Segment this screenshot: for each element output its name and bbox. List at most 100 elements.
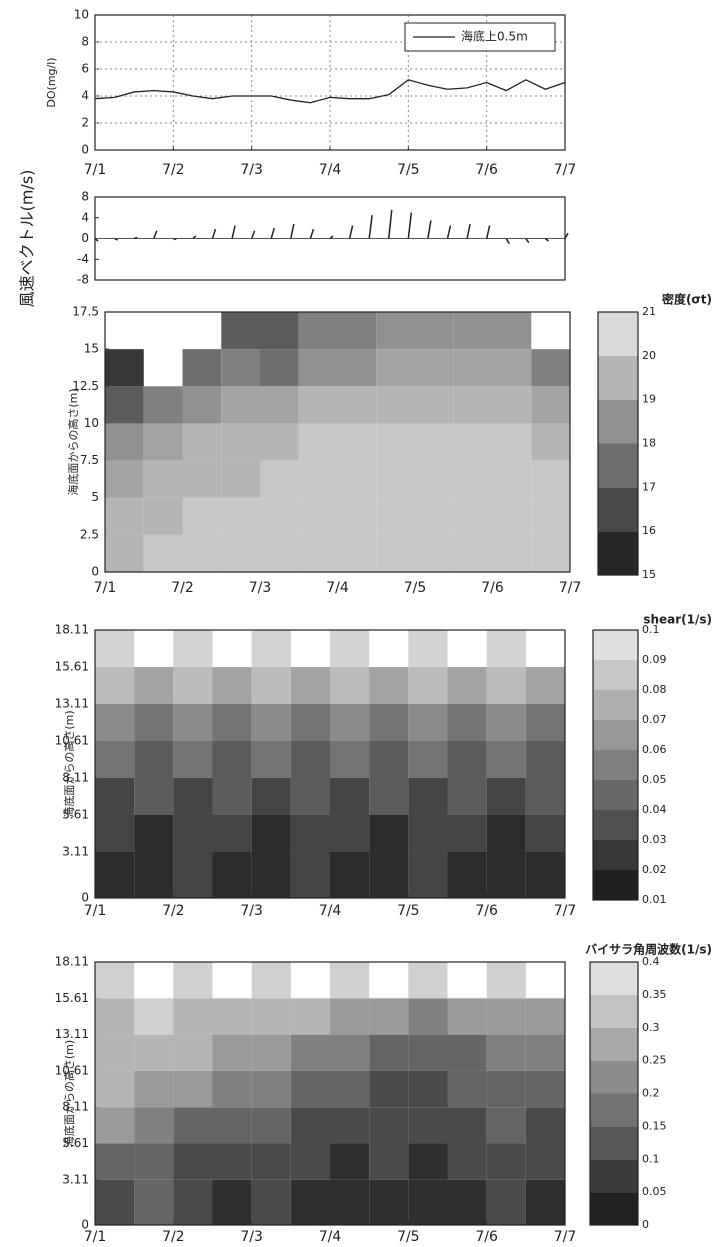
colorbar-tick-label: 0.15 — [642, 1119, 667, 1132]
heat-cell — [486, 740, 526, 778]
heat-cell — [330, 777, 370, 815]
heat-cell — [298, 460, 338, 498]
colorbar-tick-label: 0.3 — [642, 1021, 660, 1034]
heat-cell — [453, 460, 493, 498]
heat-cell — [221, 534, 260, 572]
heat-cell — [337, 534, 377, 572]
data-line — [94, 79, 566, 104]
heat-cell — [173, 1070, 213, 1108]
heat-cell — [134, 814, 174, 852]
x-tick-label: 7/4 — [319, 162, 342, 178]
colorbar-frame — [589, 961, 639, 1226]
y-tick-label: 2.5 — [80, 527, 99, 541]
colorbar-tick-label: 16 — [642, 524, 656, 537]
y-tick-label: 0 — [91, 565, 99, 579]
y-tick-label: 15.61 — [55, 659, 89, 673]
heat-cell — [212, 777, 252, 815]
colorbar-segment — [593, 750, 638, 780]
heat-cell — [369, 703, 409, 741]
wind-vector — [368, 215, 373, 239]
x-tick-label: 7/5 — [397, 1229, 420, 1245]
heat-cell — [408, 1034, 448, 1071]
heat-cell — [251, 962, 291, 999]
heat-cell — [212, 666, 252, 704]
heat-cell — [173, 777, 213, 815]
heat-cell — [212, 740, 252, 778]
heat-cell — [182, 460, 222, 498]
heat-cell — [486, 703, 526, 741]
y-tick-label: 12.5 — [72, 379, 99, 393]
heat-cell — [447, 1179, 487, 1225]
heat-cell — [251, 630, 291, 667]
colorbar-segment — [598, 487, 638, 532]
heat-cell — [531, 534, 570, 572]
heat-cell — [492, 460, 532, 498]
heat-cell — [415, 386, 454, 424]
x-tick-label: 7/4 — [326, 580, 349, 596]
heat-cell — [173, 1179, 213, 1225]
heat-cell — [408, 740, 448, 778]
heat-cell — [447, 1070, 487, 1108]
legend-label: 海底上0.5m — [461, 29, 528, 44]
colorbar-tick-label: 0.07 — [642, 713, 667, 726]
heat-cell — [525, 814, 565, 852]
heat-cell — [408, 1070, 448, 1108]
heat-cell — [486, 1143, 526, 1180]
heat-cell — [298, 349, 338, 387]
heat-cell — [260, 312, 299, 350]
heat-cell — [415, 312, 454, 350]
y-tick-label: 13.11 — [55, 696, 89, 710]
heat-cell — [260, 460, 299, 498]
heat-cell — [330, 630, 370, 667]
heat-cell — [251, 814, 291, 852]
heat-cell — [182, 423, 222, 461]
heat-cell — [525, 1107, 565, 1144]
y-tick-label: 10.61 — [55, 1063, 89, 1077]
colorbar-segment — [593, 870, 638, 900]
heat-cell — [330, 1070, 370, 1108]
heat-cell — [408, 962, 448, 999]
heat-cell — [453, 534, 493, 572]
heat-cell — [330, 740, 370, 778]
heat-cell — [212, 1070, 252, 1108]
heat-cell — [447, 998, 487, 1035]
heat-cell — [251, 1107, 291, 1144]
heat-cell — [260, 386, 299, 424]
heat-cell — [134, 740, 174, 778]
heat-cell — [173, 814, 213, 852]
y-tick-label: 0 — [81, 143, 89, 157]
y-tick-label: 4 — [81, 210, 89, 224]
heat-cell — [525, 998, 565, 1035]
x-tick-label: 7/1 — [84, 903, 107, 919]
colorbar-segment — [590, 1060, 638, 1094]
heat-cell — [95, 630, 135, 667]
heat-cell — [408, 1143, 448, 1180]
heat-cell — [486, 962, 526, 999]
heat-cell — [447, 740, 487, 778]
heat-cell — [212, 1143, 252, 1180]
heat-cell — [251, 851, 291, 898]
colorbar-tick-label: 0.03 — [642, 833, 667, 846]
heat-cell — [369, 1070, 409, 1108]
x-tick-label: 7/5 — [397, 162, 420, 178]
y-tick-label: 3.11 — [62, 1172, 89, 1186]
heat-cell — [134, 1143, 174, 1180]
heat-cell — [408, 666, 448, 704]
heat-cell — [486, 666, 526, 704]
heat-cell — [95, 740, 135, 778]
colorbar-frame — [597, 311, 639, 576]
y-axis-label: 風速ベクトル(m/s) — [18, 170, 37, 308]
heat-cell — [212, 703, 252, 741]
heat-cell — [330, 1107, 370, 1144]
colorbar-tick-label: 0.1 — [642, 623, 660, 636]
heat-cell — [173, 630, 213, 667]
colorbar-tick-label: 21 — [642, 305, 656, 318]
heat-cell — [290, 777, 330, 815]
heat-cell — [260, 349, 299, 387]
heat-cell — [408, 998, 448, 1035]
heat-cell — [290, 1070, 330, 1108]
heat-cell — [408, 851, 448, 898]
x-tick-label: 7/7 — [554, 162, 577, 178]
heat-cell — [492, 386, 532, 424]
heat-cell — [260, 534, 299, 572]
